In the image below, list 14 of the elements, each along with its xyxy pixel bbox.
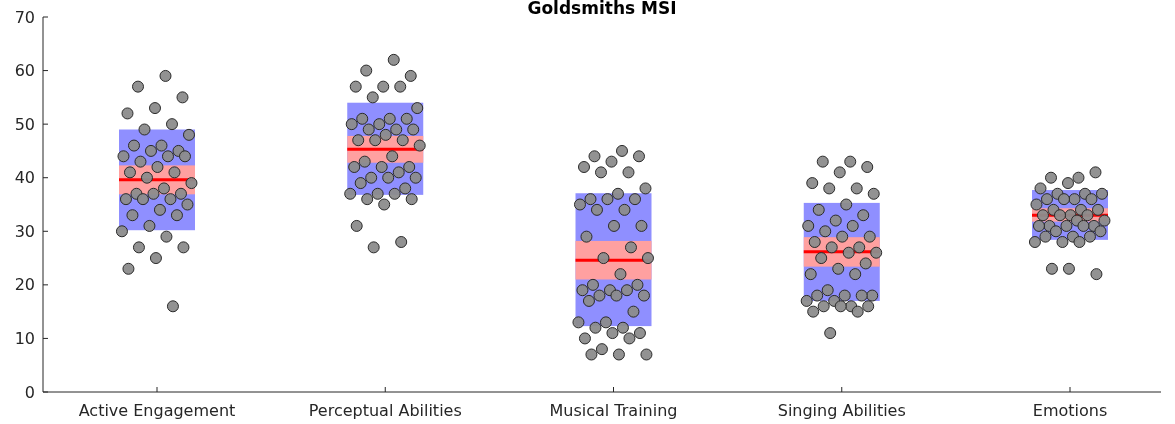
x-tick-label: Singing Abilities: [777, 401, 906, 420]
y-tick-label: 40: [14, 168, 35, 188]
y-tick-label: 50: [14, 114, 35, 134]
y-tick-label: 20: [14, 275, 35, 295]
x-tick-label: Perceptual Abilities: [308, 401, 462, 420]
x-tick-label: Active Engagement: [78, 401, 236, 420]
x-tick-label: Musical Training: [549, 401, 678, 420]
x-tick-label: Emotions: [1032, 401, 1108, 420]
y-tick-label: 30: [14, 221, 35, 241]
y-tick-label: 0: [24, 382, 35, 402]
chart-title: Goldsmiths MSI: [527, 0, 677, 18]
y-tick-label: 10: [14, 328, 35, 348]
y-tick-label: 60: [14, 61, 35, 81]
y-tick-label: 70: [14, 7, 35, 27]
